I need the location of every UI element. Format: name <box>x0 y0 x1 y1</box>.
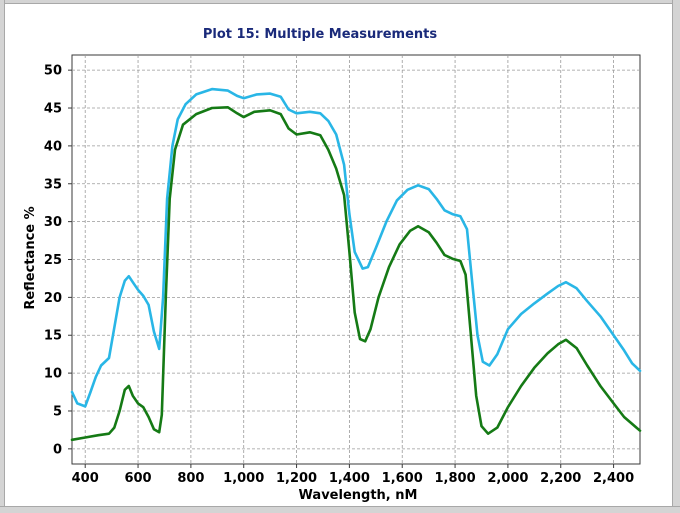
y-tick-label: 20 <box>44 291 62 306</box>
window-frame-top <box>0 0 680 4</box>
y-axis-ticks: 0 5 10 15 20 25 30 35 40 45 50 <box>44 64 72 457</box>
x-tick-label: 1,200 <box>276 471 317 486</box>
y-tick-label: 35 <box>44 177 62 192</box>
y-tick-label: 50 <box>44 64 62 79</box>
grid-lines <box>72 55 640 464</box>
y-tick-label: 25 <box>44 253 62 268</box>
window-frame-bottom <box>0 506 680 513</box>
x-axis-ticks: 400 600 800 1,000 1,200 1,400 1,600 1,800 2,000 2… <box>72 464 634 486</box>
x-tick-label: 400 <box>72 471 99 486</box>
y-tick-label: 30 <box>44 215 62 230</box>
x-tick-label: 1,800 <box>435 471 476 486</box>
x-tick-label: 2,000 <box>487 471 528 486</box>
y-tick-label: 45 <box>44 102 62 117</box>
y-axis-label: Reflectance % <box>23 206 38 309</box>
series-layer <box>70 87 642 442</box>
window-frame-left <box>0 0 5 513</box>
series-line-1 <box>70 87 642 408</box>
y-tick-label: 10 <box>44 367 62 382</box>
x-tick-label: 2,200 <box>540 471 581 486</box>
x-tick-label: 800 <box>177 471 204 486</box>
y-tick-label: 5 <box>53 404 62 419</box>
y-tick-label: 15 <box>44 329 62 344</box>
x-tick-label: 600 <box>124 471 151 486</box>
y-tick-label: 40 <box>44 139 62 154</box>
x-tick-label: 1,600 <box>382 471 423 486</box>
x-axis-label: Wavelength, nM <box>299 488 418 503</box>
x-tick-label: 2,400 <box>593 471 634 486</box>
x-tick-label: 1,400 <box>329 471 370 486</box>
x-tick-label: 1,000 <box>223 471 264 486</box>
series-line-2 <box>70 106 642 442</box>
chart-title: Plot 15: Multiple Measurements <box>202 27 438 42</box>
y-tick-label: 0 <box>53 442 62 457</box>
window-frame-right <box>672 0 680 513</box>
